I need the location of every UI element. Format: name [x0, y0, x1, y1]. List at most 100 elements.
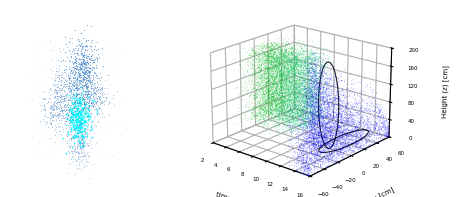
Point	[73, 118, 81, 121]
Point	[74, 121, 82, 124]
Point	[76, 134, 83, 137]
Point	[77, 31, 84, 34]
Point	[75, 116, 82, 119]
Point	[76, 68, 84, 71]
Point	[78, 134, 85, 137]
Point	[77, 73, 84, 76]
Point	[57, 81, 65, 84]
Point	[73, 110, 80, 113]
Point	[79, 97, 87, 100]
Point	[57, 100, 65, 103]
Point	[56, 100, 63, 104]
Point	[89, 119, 96, 122]
Point	[93, 58, 101, 61]
Point	[72, 85, 79, 89]
Point	[72, 90, 79, 94]
Point	[90, 95, 97, 98]
Point	[85, 113, 93, 116]
Point	[63, 139, 70, 142]
Point	[87, 67, 94, 70]
Point	[50, 119, 57, 122]
Point	[73, 112, 80, 115]
Point	[84, 107, 91, 110]
Point	[72, 67, 79, 71]
Point	[77, 52, 84, 55]
Point	[96, 71, 104, 74]
Point	[85, 95, 92, 98]
Point	[88, 121, 95, 124]
Point	[60, 116, 67, 119]
Point	[76, 154, 83, 158]
Point	[82, 105, 89, 108]
Point	[83, 97, 90, 100]
Point	[62, 108, 70, 112]
Point	[75, 119, 83, 122]
Point	[70, 69, 77, 72]
Point	[73, 92, 81, 96]
Point	[104, 111, 112, 114]
Point	[85, 98, 93, 102]
Point	[65, 84, 72, 87]
Point	[77, 103, 84, 106]
Point	[78, 58, 85, 61]
Point	[51, 94, 58, 97]
Point	[92, 100, 99, 103]
Point	[93, 112, 100, 115]
Point	[62, 111, 70, 114]
Point	[71, 134, 78, 137]
Point	[70, 81, 78, 84]
Point	[51, 88, 58, 91]
Point	[74, 111, 82, 114]
Point	[41, 108, 48, 111]
Point	[72, 67, 79, 70]
Point	[65, 117, 73, 120]
Point	[74, 111, 81, 114]
Point	[84, 111, 91, 114]
Point	[68, 83, 75, 86]
Point	[54, 94, 61, 97]
Point	[70, 70, 77, 73]
Point	[80, 103, 88, 107]
Point	[116, 133, 123, 136]
Point	[37, 110, 45, 113]
Point	[83, 69, 90, 72]
Point	[84, 70, 92, 73]
Point	[66, 52, 73, 55]
Point	[80, 115, 88, 118]
Point	[82, 66, 89, 70]
Point	[85, 66, 93, 70]
Point	[75, 114, 83, 118]
Point	[90, 78, 97, 81]
Point	[77, 139, 84, 142]
Point	[82, 63, 89, 67]
Point	[81, 97, 88, 100]
Point	[40, 98, 47, 101]
Point	[69, 102, 76, 106]
Point	[77, 141, 84, 145]
Point	[70, 85, 77, 88]
Point	[67, 127, 74, 130]
Point	[71, 56, 78, 59]
Point	[43, 120, 50, 123]
Point	[89, 80, 96, 84]
Point	[69, 158, 77, 161]
Point	[64, 98, 72, 102]
Point	[64, 72, 72, 76]
Point	[69, 63, 76, 66]
Point	[76, 141, 84, 144]
Point	[93, 113, 101, 116]
Point	[53, 137, 61, 140]
Point	[85, 100, 93, 103]
Point	[62, 97, 69, 100]
Point	[86, 96, 94, 99]
Point	[96, 83, 103, 86]
Point	[80, 72, 87, 75]
Point	[67, 109, 75, 112]
Point	[78, 142, 86, 145]
Point	[56, 67, 63, 70]
Point	[83, 23, 90, 26]
Point	[46, 122, 54, 125]
Point	[95, 89, 102, 92]
Point	[40, 41, 48, 44]
Point	[109, 75, 116, 78]
